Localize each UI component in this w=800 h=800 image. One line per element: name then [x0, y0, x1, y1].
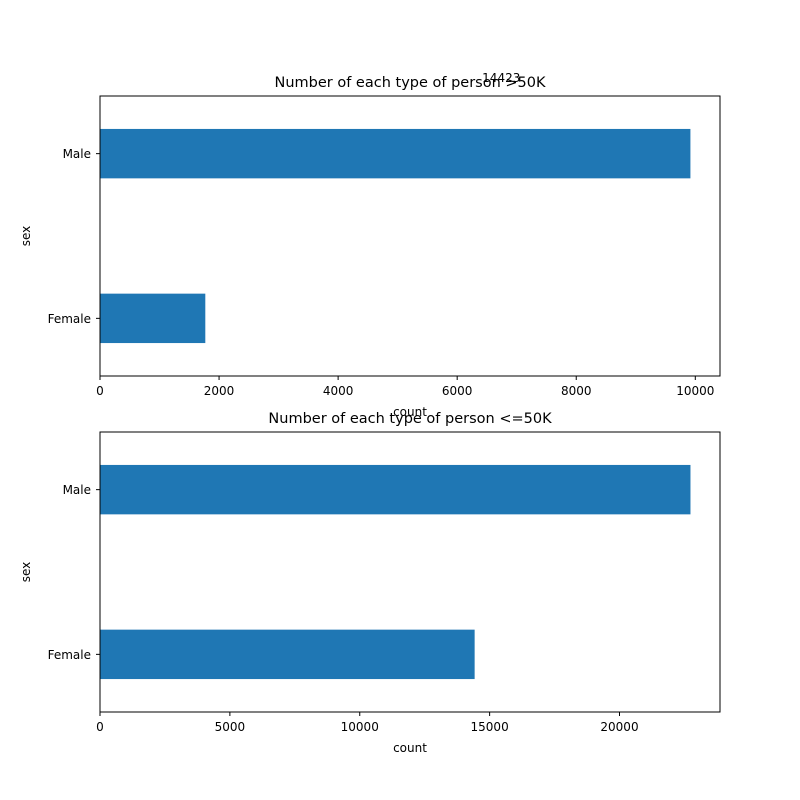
annotation-group: 14423	[482, 71, 520, 85]
x-tick-label: 0	[96, 720, 104, 734]
subplot-bottom: 0 5000 10000 15000 20000 Male Female Number o…	[19, 411, 721, 755]
bar-group	[100, 128, 691, 344]
y-tick-label: Female	[48, 312, 91, 326]
x-tick-label: 4000	[323, 384, 354, 398]
plot-frame	[99, 431, 721, 713]
y-axis-label: sex	[19, 562, 33, 583]
x-axis-label: count	[393, 405, 427, 419]
plot-frame	[99, 95, 721, 377]
x-axis-ticks: 0 2000 4000 6000 8000 10000	[96, 376, 714, 398]
x-tick-label: 8000	[561, 384, 592, 398]
annotation-label: 14423	[482, 71, 520, 85]
x-tick-label: 15000	[471, 720, 509, 734]
bar-male	[100, 464, 691, 515]
x-tick-label: 0	[96, 384, 104, 398]
x-tick-label: 20000	[600, 720, 638, 734]
subplot-top: 0 2000 4000 6000 8000 10000 Male Female Number…	[19, 71, 721, 419]
y-tick-label: Female	[48, 648, 91, 662]
bar-group	[100, 464, 691, 680]
chart-title: Number of each type of person <=50K	[268, 411, 552, 427]
x-tick-label: 5000	[215, 720, 246, 734]
bar-female	[100, 629, 475, 680]
bar-female	[100, 293, 206, 344]
chart-title: Number of each type of person >50K	[274, 75, 546, 91]
y-axis-ticks: Male Female	[48, 147, 100, 326]
x-axis-ticks: 0 5000 10000 15000 20000	[96, 712, 639, 734]
bar-male	[100, 128, 691, 179]
y-tick-label: Male	[63, 147, 91, 161]
x-axis-label: count	[393, 741, 427, 755]
y-axis-label: sex	[19, 226, 33, 247]
x-tick-label: 6000	[442, 384, 473, 398]
y-axis-ticks: Male Female	[48, 483, 100, 662]
x-tick-label: 10000	[341, 720, 379, 734]
x-tick-label: 10000	[676, 384, 714, 398]
x-tick-label: 2000	[204, 384, 235, 398]
y-tick-label: Male	[63, 483, 91, 497]
